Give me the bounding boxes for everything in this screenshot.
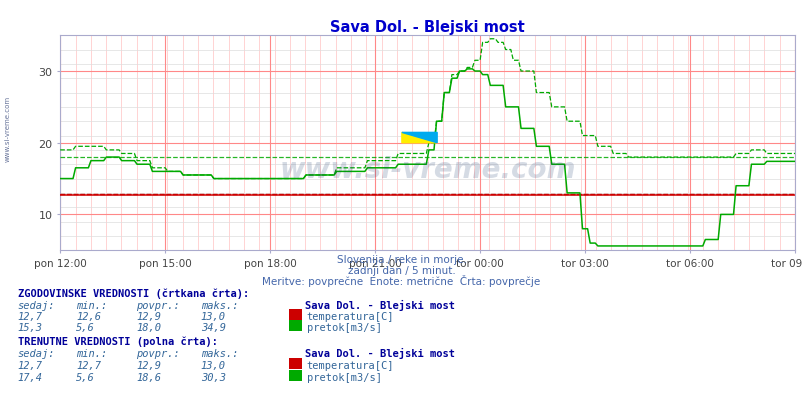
Text: povpr.:: povpr.: bbox=[136, 300, 180, 310]
Text: 13,0: 13,0 bbox=[200, 360, 225, 370]
Title: Sava Dol. - Blejski most: Sava Dol. - Blejski most bbox=[330, 20, 525, 35]
Text: www.si-vreme.com: www.si-vreme.com bbox=[4, 95, 10, 161]
Text: sedaj:: sedaj: bbox=[18, 348, 55, 358]
Text: 12,7: 12,7 bbox=[18, 311, 43, 321]
Text: 12,9: 12,9 bbox=[136, 311, 161, 321]
Text: sedaj:: sedaj: bbox=[18, 300, 55, 310]
Text: 12,7: 12,7 bbox=[18, 360, 43, 370]
Text: pretok[m3/s]: pretok[m3/s] bbox=[306, 322, 381, 332]
Text: 12,9: 12,9 bbox=[136, 360, 161, 370]
Text: 18,6: 18,6 bbox=[136, 372, 161, 382]
Text: 15,3: 15,3 bbox=[18, 322, 43, 332]
Text: zadnji dan / 5 minut.: zadnji dan / 5 minut. bbox=[347, 265, 455, 275]
Text: min.:: min.: bbox=[76, 300, 107, 310]
Text: min.:: min.: bbox=[76, 348, 107, 358]
Text: 12,6: 12,6 bbox=[76, 311, 101, 321]
Text: povpr.:: povpr.: bbox=[136, 348, 180, 358]
Text: 18,0: 18,0 bbox=[136, 322, 161, 332]
Text: pretok[m3/s]: pretok[m3/s] bbox=[306, 372, 381, 382]
Text: 5,6: 5,6 bbox=[76, 322, 95, 332]
Text: 12,7: 12,7 bbox=[76, 360, 101, 370]
Polygon shape bbox=[401, 133, 436, 143]
Text: TRENUTNE VREDNOSTI (polna črta):: TRENUTNE VREDNOSTI (polna črta): bbox=[18, 336, 217, 346]
Text: Sava Dol. - Blejski most: Sava Dol. - Blejski most bbox=[305, 299, 455, 310]
Text: 30,3: 30,3 bbox=[200, 372, 225, 382]
Text: Sava Dol. - Blejski most: Sava Dol. - Blejski most bbox=[305, 347, 455, 358]
Text: temperatura[C]: temperatura[C] bbox=[306, 360, 394, 370]
Text: Meritve: povprečne  Enote: metrične  Črta: povprečje: Meritve: povprečne Enote: metrične Črta:… bbox=[262, 274, 540, 286]
Text: 13,0: 13,0 bbox=[200, 311, 225, 321]
Text: 34,9: 34,9 bbox=[200, 322, 225, 332]
Text: 5,6: 5,6 bbox=[76, 372, 95, 382]
Text: 17,4: 17,4 bbox=[18, 372, 43, 382]
Text: www.si-vreme.com: www.si-vreme.com bbox=[279, 155, 575, 183]
Text: Slovenija / reke in morje.: Slovenija / reke in morje. bbox=[336, 255, 466, 265]
Polygon shape bbox=[401, 133, 436, 143]
Text: ZGODOVINSKE VREDNOSTI (črtkana črta):: ZGODOVINSKE VREDNOSTI (črtkana črta): bbox=[18, 288, 249, 298]
Text: maks.:: maks.: bbox=[200, 348, 238, 358]
Text: maks.:: maks.: bbox=[200, 300, 238, 310]
Text: temperatura[C]: temperatura[C] bbox=[306, 311, 394, 321]
